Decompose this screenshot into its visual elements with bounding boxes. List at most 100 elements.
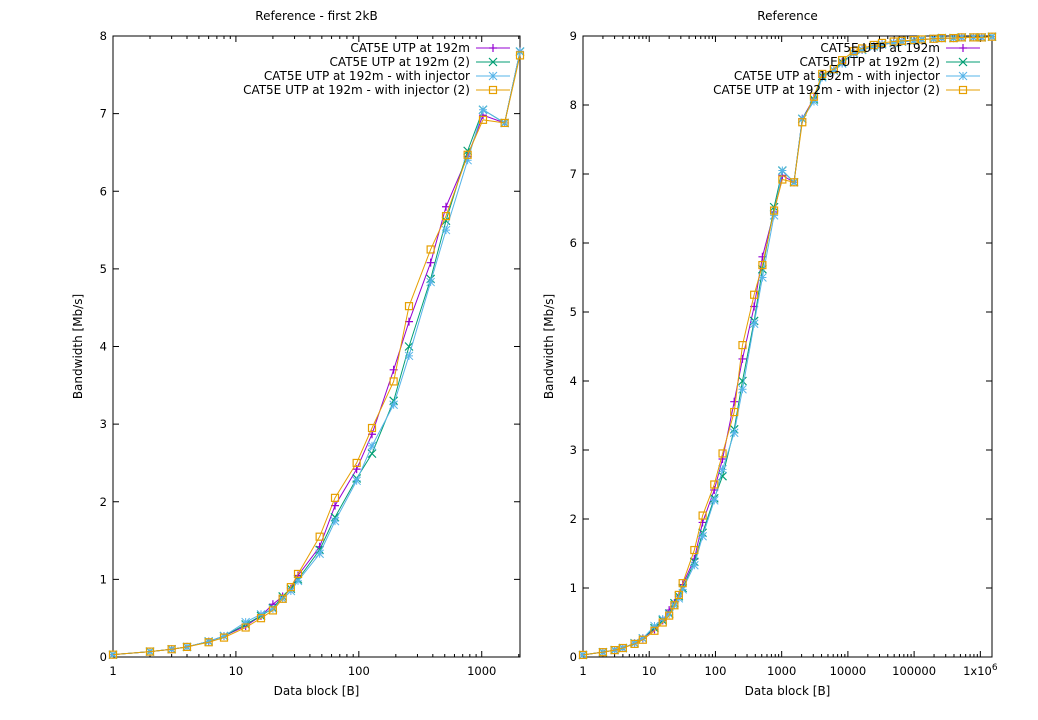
data-point: [650, 626, 659, 635]
data-point: [889, 37, 898, 46]
data-point: [917, 35, 926, 44]
series-3: [578, 32, 997, 660]
data-point: [204, 637, 213, 646]
data-point: [869, 40, 878, 50]
x-tick-label: 1000: [767, 664, 796, 678]
y-tick-label: 3: [570, 443, 577, 457]
data-point: [367, 441, 377, 451]
data-point: [145, 647, 155, 656]
legend-marker: [959, 44, 967, 52]
data-point: [698, 518, 707, 527]
y-tick-label: 4: [570, 374, 577, 388]
legend-marker: [958, 57, 968, 67]
legend-marker: [488, 57, 498, 67]
data-point: [937, 33, 946, 43]
data-point: [618, 643, 627, 653]
x-tick-label: 10: [229, 664, 244, 678]
data-point: [678, 585, 688, 594]
data-point: [738, 341, 747, 350]
data-point: [478, 105, 488, 115]
data-point: [758, 260, 767, 270]
data-point: [442, 202, 450, 211]
series-4: [578, 32, 997, 660]
y-tick-label: 5: [570, 305, 577, 319]
y-tick-label: 8: [100, 29, 107, 43]
x-tick-label: 1000: [467, 664, 496, 678]
data-point: [718, 449, 727, 458]
data-point: [441, 216, 451, 226]
series-4: [108, 51, 525, 659]
y-tick-label: 5: [100, 262, 107, 276]
x-tick-label: 100000: [892, 664, 936, 678]
data-point: [638, 635, 647, 644]
data-point: [315, 549, 324, 559]
data-point: [857, 45, 867, 55]
data-point: [869, 41, 879, 51]
y-axis-label: Bandwidth [Mb/s]: [542, 294, 556, 399]
y-tick-label: 6: [570, 236, 577, 250]
data-point: [426, 277, 435, 287]
legend-label: CAT5E UTP at 192m - with injector (2): [243, 83, 470, 97]
data-point: [698, 531, 707, 541]
data-point: [849, 48, 859, 58]
data-point: [638, 634, 648, 643]
legend-marker: [958, 71, 968, 81]
data-point: [809, 97, 819, 106]
data-point: [909, 36, 918, 46]
data-point: [426, 245, 435, 254]
legend-label: CAT5E UTP at 192m - with injector: [734, 69, 940, 83]
x-tick-label: 1x106: [963, 663, 998, 678]
series-line: [112, 51, 521, 656]
data-point: [809, 92, 819, 101]
series-line: [582, 36, 993, 656]
data-point: [929, 34, 938, 43]
series-3: [108, 47, 525, 660]
data-point: [441, 225, 451, 235]
y-tick-label: 2: [570, 512, 577, 526]
data-point: [690, 545, 699, 555]
data-point: [730, 397, 739, 406]
data-point: [463, 155, 472, 165]
data-point: [977, 33, 986, 42]
legend-label: CAT5E UTP at 192m: [350, 41, 470, 55]
data-point: [598, 648, 608, 657]
data-point: [757, 264, 767, 274]
data-point: [478, 115, 488, 124]
series-line: [112, 55, 521, 656]
data-point: [578, 650, 588, 660]
data-point: [389, 377, 398, 386]
data-point: [718, 454, 727, 463]
data-point: [463, 150, 472, 159]
data-point: [278, 594, 287, 603]
data-point: [969, 33, 978, 42]
data-point: [268, 604, 278, 614]
y-tick-label: 9: [570, 29, 577, 43]
x-axis-label: Data block [B]: [274, 684, 360, 698]
data-point: [441, 211, 451, 221]
data-point: [778, 175, 787, 184]
data-point: [777, 166, 787, 175]
data-point: [389, 400, 398, 410]
y-tick-label: 2: [100, 495, 107, 509]
y-tick-label: 3: [100, 417, 107, 431]
data-point: [877, 39, 887, 49]
legend-label: CAT5E UTP at 192m (2): [330, 55, 470, 69]
data-point: [957, 33, 966, 42]
data-point: [241, 623, 250, 632]
data-point: [738, 376, 747, 386]
x-axis-label: Data block [B]: [745, 684, 831, 698]
data-point: [769, 211, 779, 220]
legend-label: CAT5E UTP at 192m (2): [800, 55, 940, 69]
y-tick-label: 6: [100, 184, 107, 198]
data-point: [293, 569, 303, 579]
data-point: [658, 618, 667, 627]
data-point: [219, 631, 229, 641]
data-point: [738, 354, 747, 363]
data-point: [749, 319, 759, 329]
legend-label: CAT5E UTP at 192m - with injector (2): [713, 83, 940, 97]
data-point: [857, 44, 867, 53]
data-point: [949, 33, 958, 43]
